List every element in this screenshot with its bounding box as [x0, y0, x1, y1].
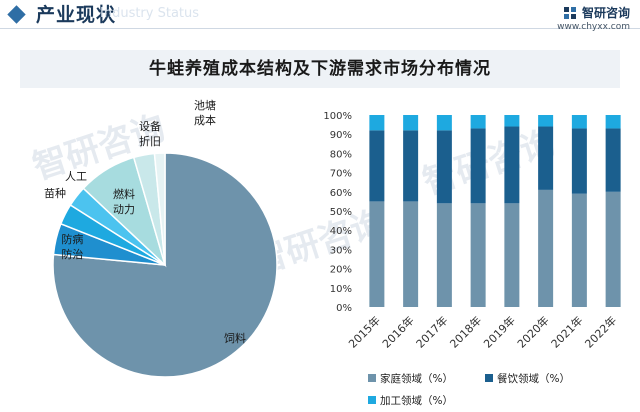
y-tick-0: 0% [336, 303, 352, 314]
y-tick-5: 50% [330, 207, 352, 218]
bar-3-series-0 [470, 203, 486, 307]
bar-6-series-1 [571, 128, 587, 194]
legend-label-2: 加工领域（%） [380, 394, 453, 407]
pie-label-6: 池塘成本 [194, 98, 216, 127]
y-tick-9: 90% [330, 130, 352, 141]
x-tick-1: 2016年 [379, 313, 416, 350]
legend-swatch-0 [368, 374, 376, 382]
y-tick-8: 80% [330, 149, 352, 160]
chart-banner: 牛蛙养殖成本结构及下游需求市场分布情况 [20, 50, 620, 88]
pie-label-3: 人工 [65, 170, 87, 183]
bar-0-series-1 [369, 130, 385, 202]
x-tick-4: 2019年 [481, 313, 518, 350]
bar-4-series-0 [504, 203, 520, 307]
y-tick-6: 60% [330, 188, 352, 199]
header-diamond-icon [7, 5, 26, 24]
pie-label-0: 饲料 [224, 331, 246, 345]
legend-swatch-2 [368, 396, 376, 404]
header-divider [0, 28, 640, 29]
x-tick-6: 2021年 [548, 313, 585, 350]
bar-5-series-1 [538, 126, 554, 190]
brand-logo-icon [563, 6, 576, 19]
chart-main-title: 牛蛙养殖成本结构及下游需求市场分布情况 [149, 59, 491, 79]
pie-label-5: 设备折旧 [139, 119, 161, 148]
bar-1-series-1 [403, 130, 419, 202]
legend-label-1: 餐饮领域（%） [497, 372, 570, 385]
bar-7-series-0 [605, 191, 621, 307]
x-tick-2: 2017年 [413, 313, 450, 350]
page-title: 产业现状 [36, 4, 117, 26]
header-watermark: Industry Status [100, 6, 200, 21]
brand-url: www.chyxx.com [557, 22, 630, 32]
stacked-bar-chart: 0%10%20%30%40%50%60%70%80%90%100%2015年20… [323, 111, 621, 407]
legend-label-0: 家庭领域（%） [380, 372, 453, 385]
y-tick-2: 20% [330, 265, 352, 276]
bar-0-series-0 [369, 201, 385, 307]
pie-label-2: 苗种 [44, 186, 66, 200]
x-tick-0: 2015年 [346, 313, 383, 350]
x-tick-5: 2020年 [514, 313, 551, 350]
brand-name: 智研咨询 [581, 6, 630, 20]
bar-6-series-2 [571, 115, 587, 129]
bar-2-series-1 [436, 130, 452, 204]
bar-4-series-2 [504, 115, 520, 127]
bar-0-series-2 [369, 115, 385, 131]
bar-7-series-1 [605, 128, 621, 192]
bar-5-series-2 [538, 115, 554, 127]
bar-5-series-0 [538, 189, 554, 307]
bar-3-series-2 [470, 115, 486, 129]
brand: 智研咨询 www.chyxx.com [557, 2, 630, 32]
legend-swatch-1 [485, 374, 493, 382]
pie-slice-6 [153, 152, 166, 266]
bar-1-series-2 [403, 115, 419, 131]
y-tick-1: 10% [330, 284, 352, 295]
header: 产业现状 Industry Status 智研咨询 www.chyxx.com [0, 0, 640, 44]
y-tick-10: 100% [323, 111, 352, 122]
pie-slice-0 [52, 152, 278, 378]
y-tick-7: 70% [330, 169, 352, 180]
bar-2-series-2 [436, 115, 452, 131]
pie-label-1: 防病防治 [61, 232, 83, 261]
bar-3-series-1 [470, 128, 486, 204]
bar-4-series-1 [504, 126, 520, 204]
bar-7-series-2 [605, 115, 621, 129]
bar-6-series-0 [571, 193, 587, 307]
bar-1-series-0 [403, 201, 419, 307]
x-tick-7: 2022年 [582, 313, 619, 350]
pie-label-4: 燃料动力 [113, 187, 135, 216]
y-tick-4: 40% [330, 226, 352, 237]
x-tick-3: 2018年 [447, 313, 484, 350]
y-tick-3: 30% [330, 245, 352, 256]
bar-2-series-0 [436, 203, 452, 307]
